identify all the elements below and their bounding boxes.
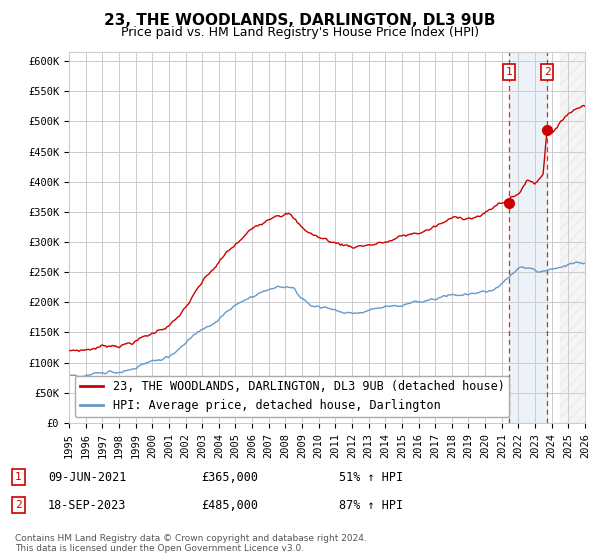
Legend: 23, THE WOODLANDS, DARLINGTON, DL3 9UB (detached house), HPI: Average price, det: 23, THE WOODLANDS, DARLINGTON, DL3 9UB (… (75, 376, 509, 417)
Text: 2: 2 (544, 67, 550, 77)
Bar (509, 52, 547, 423)
Text: £485,000: £485,000 (201, 498, 258, 512)
Text: 09-JUN-2021: 09-JUN-2021 (48, 470, 127, 484)
Bar (560, 52, 593, 423)
Text: 87% ↑ HPI: 87% ↑ HPI (339, 498, 403, 512)
Text: 2: 2 (15, 500, 22, 510)
Text: Price paid vs. HM Land Registry's House Price Index (HPI): Price paid vs. HM Land Registry's House … (121, 26, 479, 39)
Text: 1: 1 (15, 472, 22, 482)
Text: Contains HM Land Registry data © Crown copyright and database right 2024.
This d: Contains HM Land Registry data © Crown c… (15, 534, 367, 553)
Text: £365,000: £365,000 (201, 470, 258, 484)
Text: 18-SEP-2023: 18-SEP-2023 (48, 498, 127, 512)
Text: 51% ↑ HPI: 51% ↑ HPI (339, 470, 403, 484)
Text: 1: 1 (506, 67, 512, 77)
Text: 23, THE WOODLANDS, DARLINGTON, DL3 9UB: 23, THE WOODLANDS, DARLINGTON, DL3 9UB (104, 13, 496, 28)
